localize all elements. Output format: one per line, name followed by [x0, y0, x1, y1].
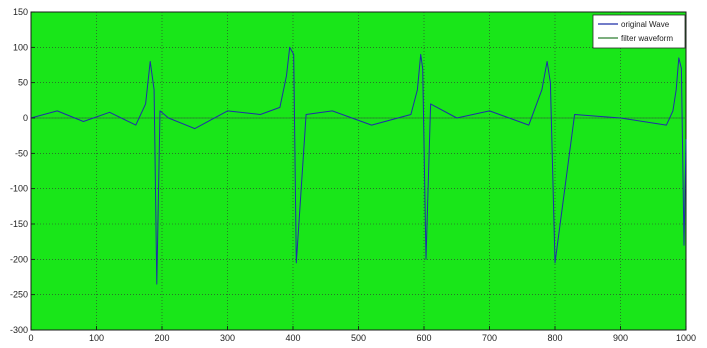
y-tick-label: -50: [15, 148, 28, 158]
x-tick-label: 600: [416, 333, 431, 343]
legend: original Wave filter waveform: [592, 14, 686, 49]
y-tick-label: 150: [13, 7, 28, 17]
legend-label-original: original Wave: [621, 20, 670, 29]
x-tick-label: 0: [28, 333, 33, 343]
x-tick-label: 500: [351, 333, 366, 343]
series-layer: [30, 46, 687, 285]
y-tick-label: -150: [10, 219, 28, 229]
y-tick-label: 100: [13, 42, 28, 52]
y-tick-label: -250: [10, 290, 28, 300]
y-axis-ticks: 150 100 50 0 -50 -100 -150 -200 -250 -300: [10, 7, 35, 335]
x-tick-label: 700: [482, 333, 497, 343]
y-tick-label: 50: [18, 78, 28, 88]
series-original-wave: [30, 46, 687, 285]
x-tick-label: 200: [154, 333, 169, 343]
legend-label-filter: filter waveform: [621, 34, 673, 43]
x-tick-label: 1000: [676, 333, 696, 343]
x-tick-label: 100: [89, 333, 104, 343]
x-tick-label: 300: [220, 333, 235, 343]
y-tick-label: 0: [23, 113, 28, 123]
x-axis-ticks: 0 100 200 300 400 500 600 700 800 900 1000: [28, 326, 696, 343]
y-tick-label: -200: [10, 254, 28, 264]
y-tick-label: -300: [10, 325, 28, 335]
y-tick-label: -100: [10, 184, 28, 194]
x-tick-label: 900: [613, 333, 628, 343]
x-tick-label: 800: [547, 333, 562, 343]
x-tick-label: 400: [285, 333, 300, 343]
legend-box: [592, 14, 686, 49]
